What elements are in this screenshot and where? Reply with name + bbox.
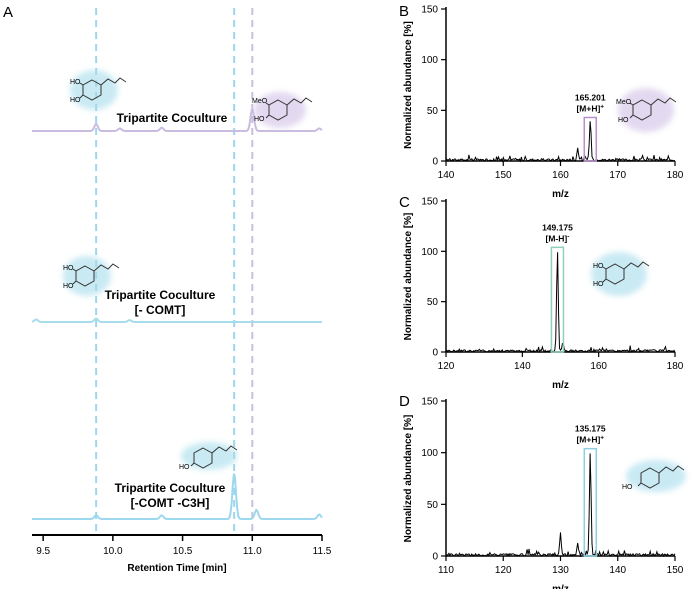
spectrum-trace-c <box>445 252 676 354</box>
y-tick-label-d-4: 150 <box>421 397 438 408</box>
molecule-4-label-1: HO <box>179 464 190 471</box>
trace-3-label-line-1: Tripartite Coculture <box>115 481 226 495</box>
peak-ion-c: [M-H]- <box>546 233 570 243</box>
trace-2-label: Tripartite Coculture [- COMT] <box>105 288 216 317</box>
peak-ion-d: [M+H]+ <box>576 435 604 445</box>
molecule-3-label-2: HO <box>63 283 74 290</box>
x-tick-label-b-5: 180 <box>667 170 684 181</box>
x-axis-label-b: m/z <box>552 189 569 200</box>
x-tick-label-c-3: 160 <box>590 361 607 372</box>
peak-ion-b: [M+H]+ <box>576 103 604 113</box>
peak-ion-text-d: [M+H] <box>576 435 600 445</box>
molecule-3-label-1: HO <box>63 265 74 272</box>
x-tick-label-c-1: 120 <box>438 361 455 372</box>
peak-ion-charge-c: - <box>567 233 569 240</box>
molecule-c-label-2: HO <box>593 281 604 288</box>
spectrum-trace-d <box>445 453 676 558</box>
y-tick-label-d-3: 100 <box>421 448 438 459</box>
y-tick-label-b-2: 50 <box>427 106 439 117</box>
molecule-1-label-2: HO <box>70 97 81 104</box>
trace-1-label-line-1: Tripartite Coculture <box>117 111 228 125</box>
molecule-2-label-1: MeO <box>252 98 268 105</box>
molecule-2-label-2: HO <box>254 116 265 123</box>
trace-2-label-line-2: [- COMT] <box>135 303 186 317</box>
y-axis-label-c: Normalized abundance [%] <box>403 213 414 341</box>
x-axis-label-a: Retention Time [min] <box>127 563 226 574</box>
peak-ion-charge-d: + <box>600 435 604 442</box>
panel-d-letter: D <box>399 393 410 410</box>
y-tick-label-b-4: 150 <box>421 5 438 16</box>
x-tick-label-a-2: 10.0 <box>103 546 123 557</box>
molecule-1-label-1: HO <box>70 79 81 86</box>
x-tick-label-b-2: 150 <box>495 170 512 181</box>
y-axis-label-b: Normalized abundance [%] <box>403 21 414 149</box>
molecule-chavicol-a: HO <box>179 442 238 471</box>
spectrum-trace-b <box>445 121 676 163</box>
y-tick-label-d-2: 50 <box>427 500 439 511</box>
panel-a-letter: A <box>3 4 13 21</box>
panel-b-letter: B <box>399 3 409 20</box>
panel-d: D 0 50 100 150 110 120 130 140 150 m/z Normalized a… <box>399 393 684 589</box>
molecule-b-label-2: HO <box>618 117 629 124</box>
x-tick-label-d-4: 140 <box>609 565 626 576</box>
peak-value-d: 135.175 <box>575 424 606 434</box>
molecule-b-label-1: MeO <box>616 99 632 106</box>
peak-highlight-b <box>583 116 598 162</box>
y-tick-label-c-4: 150 <box>421 197 438 208</box>
x-tick-label-c-4: 180 <box>667 361 684 372</box>
x-tick-label-d-3: 130 <box>552 565 569 576</box>
x-tick-label-b-3: 160 <box>552 170 569 181</box>
x-tick-label-c-2: 140 <box>514 361 531 372</box>
peak-value-b: 165.201 <box>575 92 606 102</box>
y-tick-label-b-3: 100 <box>421 55 438 66</box>
molecule-c-label-1: HO <box>593 263 604 270</box>
x-tick-label-d-1: 110 <box>438 565 454 576</box>
y-tick-label-c-1: 0 <box>432 348 438 359</box>
panel-a: A Tripartite Coculture Tripartite Cocult… <box>3 4 332 574</box>
molecule-hydroxychavicol-1: HO HO <box>70 70 127 110</box>
trace-2-label-line-1: Tripartite Coculture <box>105 288 216 302</box>
trace-2 <box>31 317 322 323</box>
peak-highlight-c <box>550 246 565 353</box>
x-tick-label-a-3: 10.5 <box>173 546 193 557</box>
x-axis-label-d: m/z <box>552 584 569 589</box>
trace-1 <box>32 109 323 132</box>
y-axis-label-d: Normalized abundance [%] <box>403 415 414 543</box>
trace-3 <box>32 473 323 520</box>
x-tick-label-a-4: 11.0 <box>243 546 262 557</box>
molecule-hydroxychavicol-2: HO HO <box>63 256 120 296</box>
trace-1-label: Tripartite Coculture <box>117 111 228 125</box>
molecule-eugenol-b: MeO HO <box>616 88 677 132</box>
y-tick-label-b-1: 0 <box>432 157 438 168</box>
x-tick-label-b-1: 140 <box>438 170 455 181</box>
molecule-d-label-1: HO <box>622 484 633 491</box>
panel-b: B 0 50 100 150 140 150 160 170 180 m/z Normalized a… <box>399 3 684 200</box>
y-tick-label-c-2: 50 <box>427 297 439 308</box>
x-tick-label-b-4: 170 <box>609 170 626 181</box>
molecule-eugenol-a: MeO HO <box>252 92 313 128</box>
x-tick-label-d-2: 120 <box>495 565 512 576</box>
peak-ion-text-b: [M+H] <box>576 103 600 113</box>
molecule-chavicol-d: HO <box>622 460 686 492</box>
panel-c: C 0 50 100 150 120 140 160 180 m/z Normalized abun… <box>399 194 684 391</box>
trace-3-label-line-2: [-COMT -C3H] <box>131 496 210 510</box>
molecule-hydroxychavicol-c: HO HO <box>591 252 650 296</box>
y-tick-label-c-3: 100 <box>421 247 438 258</box>
y-tick-label-d-1: 0 <box>432 552 438 563</box>
trace-3-label: Tripartite Coculture [-COMT -C3H] <box>115 481 226 510</box>
peak-value-c: 149.175 <box>542 222 573 232</box>
panel-c-letter: C <box>399 194 410 211</box>
x-tick-label-a-1: 9.5 <box>36 546 50 557</box>
x-axis-label-c: m/z <box>552 380 569 391</box>
peak-ion-charge-b: + <box>600 103 604 110</box>
x-tick-label-d-5: 150 <box>667 565 684 576</box>
x-tick-label-a-5: 11.5 <box>313 546 332 557</box>
peak-highlight-d <box>583 447 598 557</box>
peak-ion-text-c: [M-H] <box>546 233 568 243</box>
